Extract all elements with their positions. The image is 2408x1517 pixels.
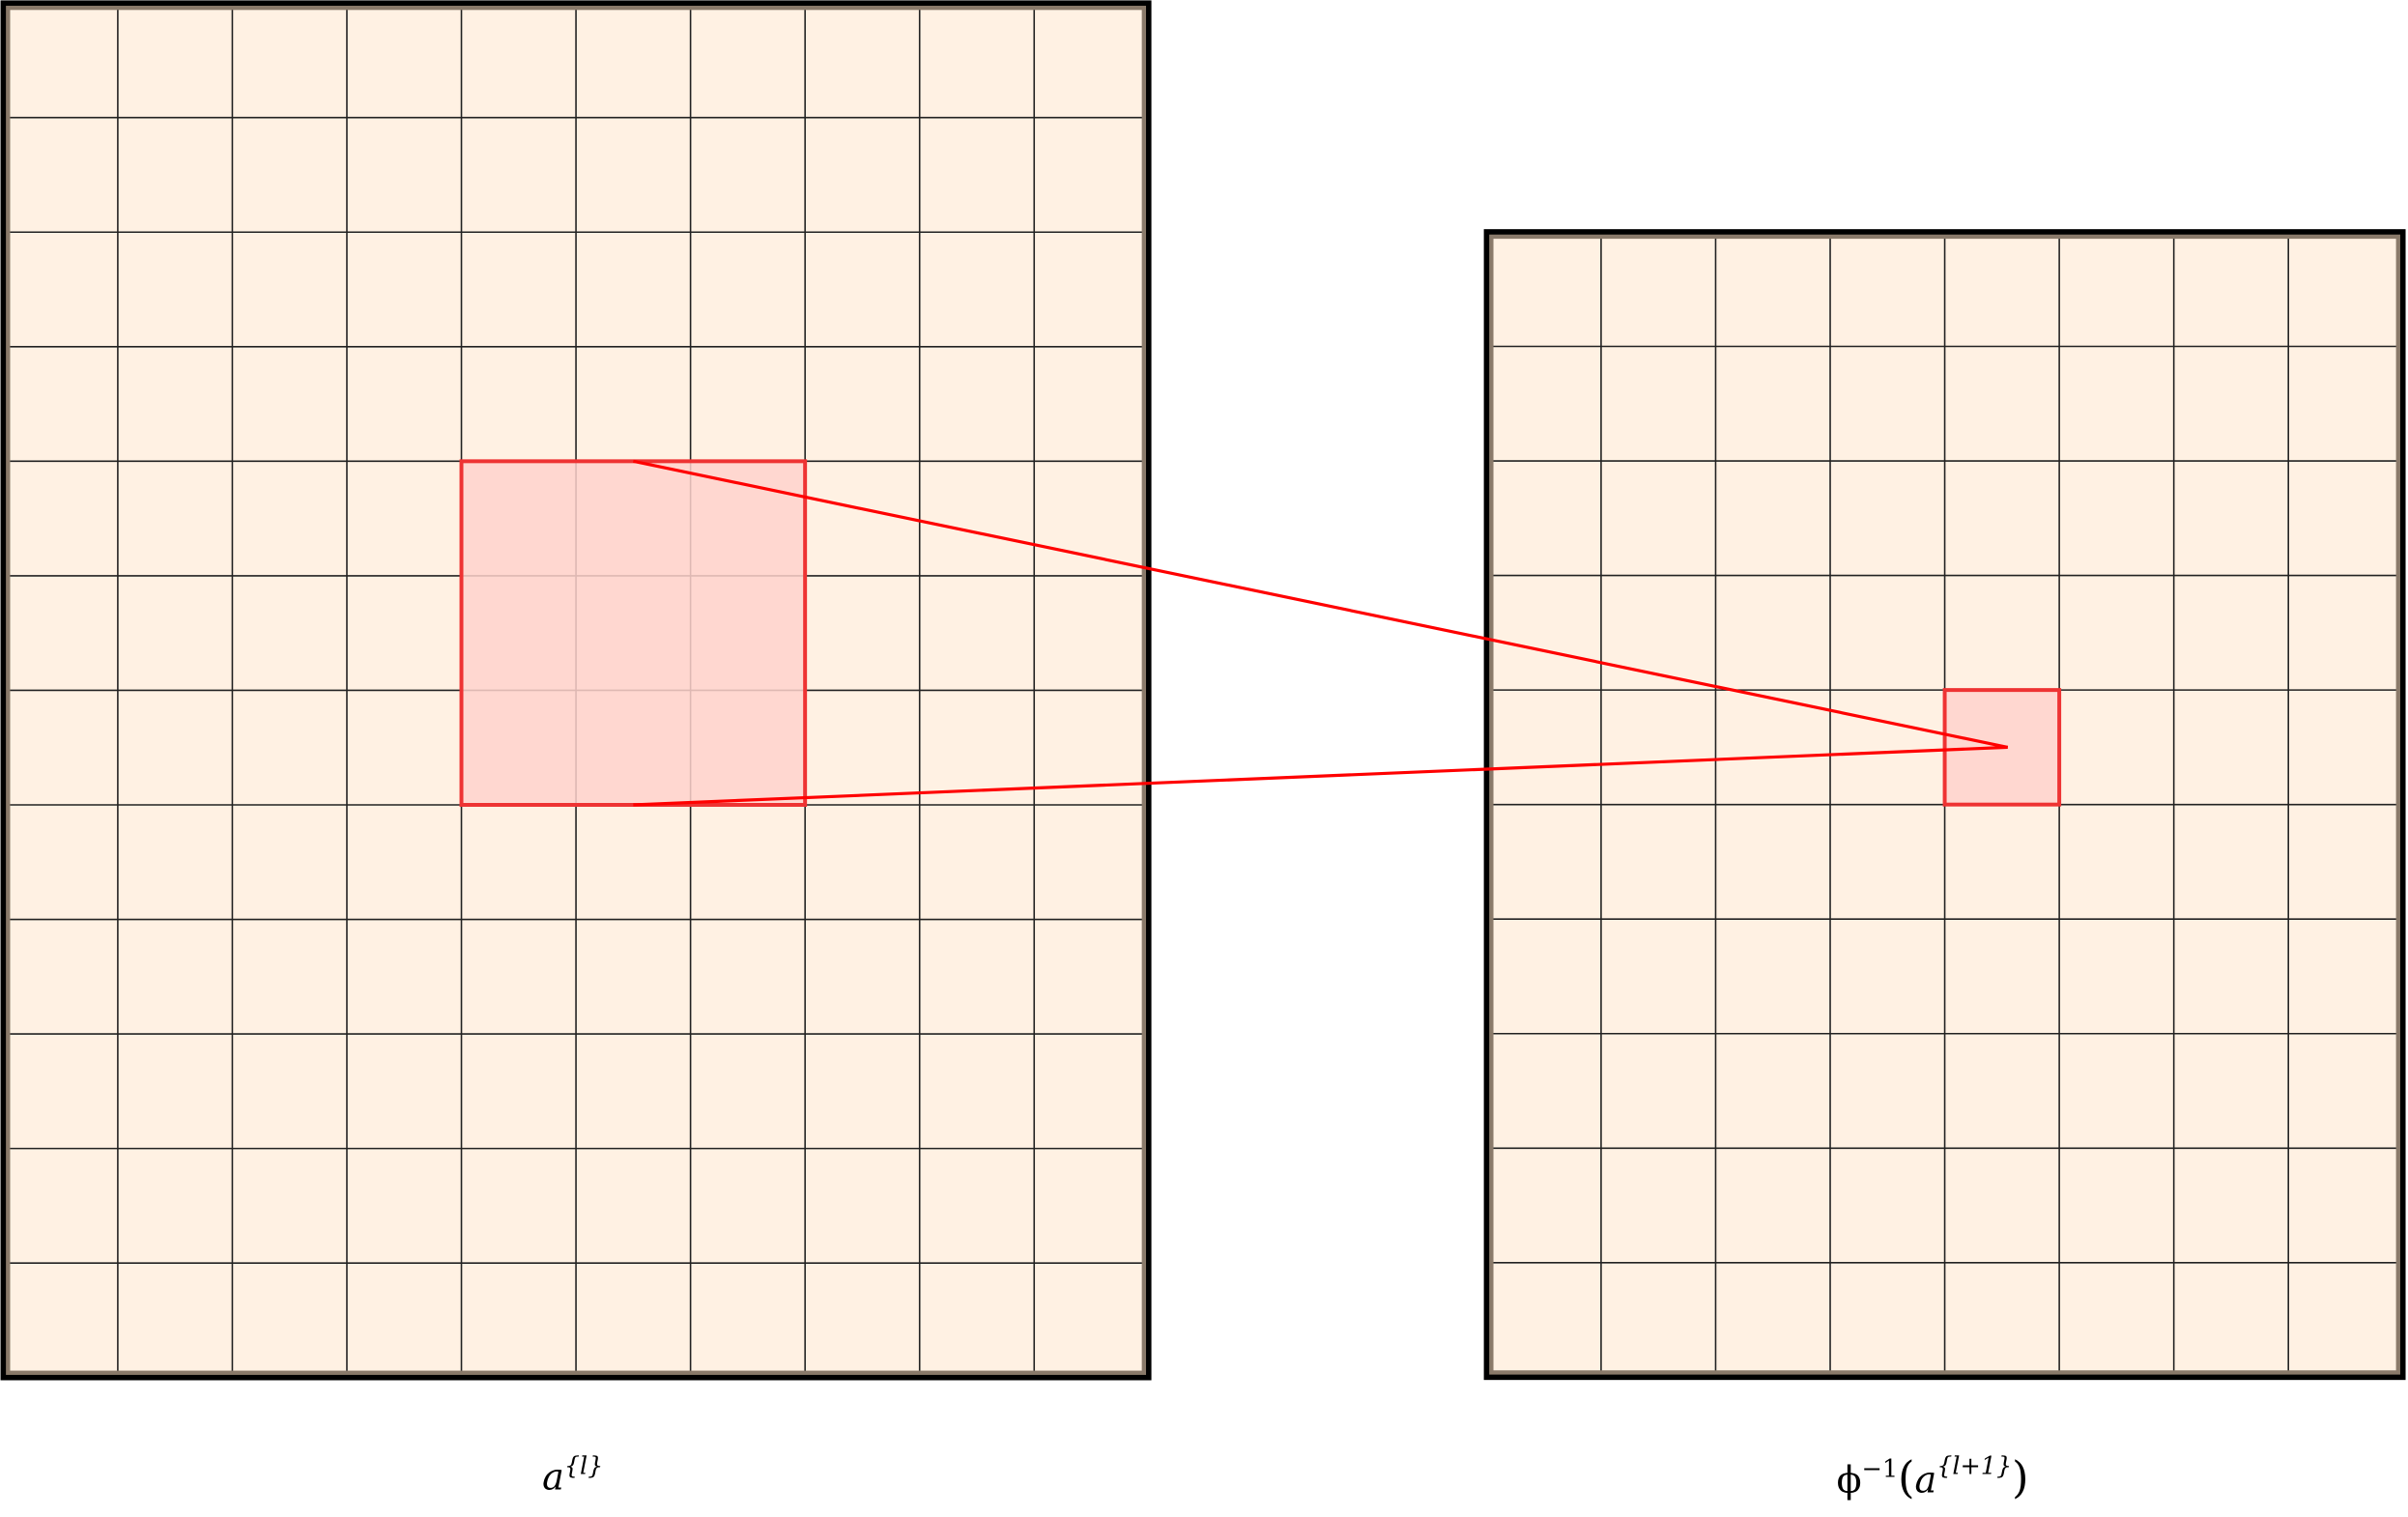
connector-line-bottom: [633, 745, 2008, 807]
receptive-field-connector: [633, 459, 2009, 807]
right-label: ϕ−1(a{l+1}): [1837, 1451, 2029, 1503]
right-feature-map: [1483, 229, 2406, 1381]
grid-border: [0, 0, 1152, 1381]
grid-inner-border: [1488, 234, 2401, 1376]
highlighted-region: [459, 459, 808, 807]
grid-inner-border: [5, 5, 1147, 1376]
grid-border: [1483, 229, 2406, 1381]
left-feature-map: [0, 0, 1152, 1381]
connector-line-top: [633, 459, 2009, 749]
left-label: a{l}: [542, 1451, 603, 1499]
